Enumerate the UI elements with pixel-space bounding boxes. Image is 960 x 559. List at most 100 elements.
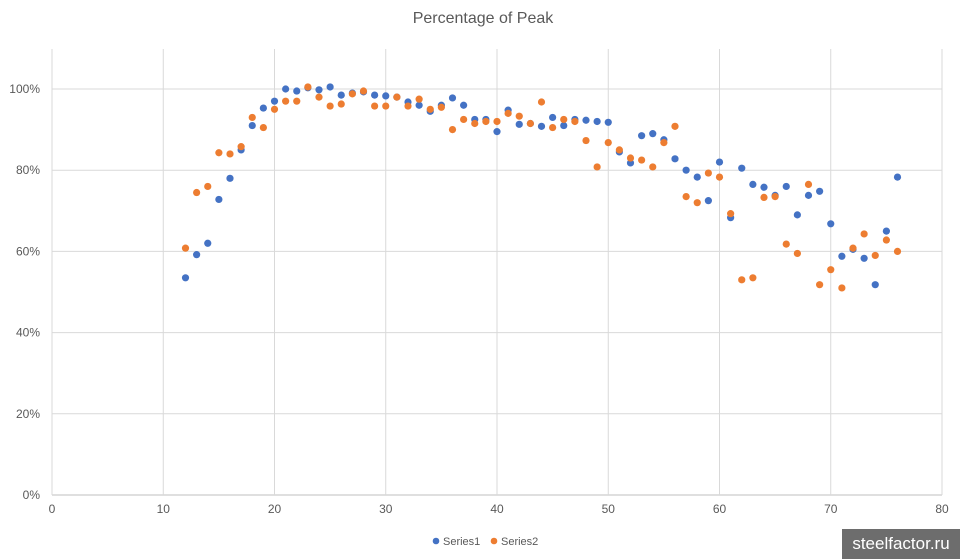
data-point [248, 113, 256, 122]
watermark: steelfactor.ru [842, 529, 960, 559]
data-point [704, 169, 712, 177]
data-point [359, 87, 368, 95]
data-point [348, 90, 356, 98]
x-tick-label: 50 [602, 502, 616, 516]
data-point [604, 118, 612, 126]
data-point [682, 192, 690, 201]
data-point [204, 239, 212, 247]
data-point [326, 102, 334, 110]
data-point [838, 252, 846, 260]
data-point [315, 86, 323, 94]
data-point [259, 104, 267, 112]
data-point [493, 128, 501, 136]
data-point [181, 274, 190, 282]
x-tick-label: 30 [379, 502, 393, 516]
data-point [871, 251, 879, 260]
data-point [816, 187, 824, 195]
y-tick-label: 0% [23, 488, 41, 502]
data-point [437, 103, 445, 111]
y-tick-label: 20% [16, 407, 40, 421]
data-point [560, 121, 568, 130]
data-point [204, 182, 212, 191]
legend-marker [490, 537, 498, 545]
x-tick-label: 40 [490, 502, 504, 516]
data-point [504, 109, 512, 117]
legend-label: Series2 [501, 536, 538, 548]
data-point [404, 102, 412, 110]
data-point [738, 276, 746, 284]
data-point [827, 266, 835, 274]
data-point [259, 123, 267, 132]
data-point [893, 247, 902, 255]
data-point [337, 100, 345, 108]
x-tick-label: 20 [268, 502, 282, 516]
data-point [537, 98, 546, 106]
data-point [593, 163, 601, 171]
data-point [715, 173, 724, 181]
gridlines [51, 49, 943, 496]
data-point [638, 132, 646, 140]
x-axis-tick-labels: 0 10 20 30 40 50 60 70 80 [49, 502, 949, 516]
data-point [482, 117, 490, 126]
data-point [793, 211, 801, 219]
data-point [315, 93, 323, 101]
data-point [738, 164, 746, 172]
data-point [515, 120, 523, 128]
data-point [882, 236, 890, 244]
data-point [649, 163, 657, 171]
data-point [838, 284, 846, 292]
data-point [793, 249, 801, 258]
data-point [649, 130, 657, 138]
y-tick-label: 100% [9, 82, 40, 96]
y-tick-label: 60% [16, 244, 40, 258]
data-point [549, 113, 557, 122]
data-point [448, 126, 457, 134]
data-point [382, 102, 390, 110]
y-tick-label: 40% [16, 326, 40, 340]
y-axis-tick-labels: 0% 20% 40% 60% 80% 100% [9, 82, 40, 502]
data-point [326, 83, 334, 91]
data-point [860, 230, 868, 238]
data-point [215, 195, 223, 204]
x-tick-label: 80 [935, 502, 949, 516]
data-point [304, 83, 312, 91]
data-point [760, 193, 768, 202]
data-point [193, 251, 201, 259]
x-tick-label: 70 [824, 502, 838, 516]
data-point [181, 244, 190, 252]
data-point [460, 101, 468, 109]
data-point [193, 188, 201, 197]
data-point [371, 91, 379, 99]
data-point [782, 240, 790, 248]
x-tick-label: 10 [157, 502, 171, 516]
series-1-points [181, 83, 902, 289]
data-point [582, 116, 590, 124]
legend-marker [432, 537, 440, 545]
data-point [727, 210, 735, 218]
data-point [282, 85, 290, 93]
data-point [293, 87, 301, 95]
data-point [560, 115, 568, 124]
data-point [638, 156, 646, 164]
data-point [671, 122, 679, 130]
chart-title: Percentage of Peak [413, 10, 555, 27]
data-point [549, 123, 557, 132]
data-point [849, 244, 857, 252]
data-point [237, 143, 245, 151]
data-point [371, 102, 379, 110]
data-point [526, 119, 534, 128]
data-point [615, 146, 623, 154]
data-point [804, 180, 813, 189]
data-point [893, 173, 902, 181]
data-point [749, 180, 757, 189]
data-point [448, 94, 457, 102]
data-point [582, 136, 590, 145]
data-point [816, 281, 824, 289]
data-point [704, 197, 712, 205]
data-point [604, 138, 612, 147]
data-point [293, 97, 301, 105]
data-point [860, 254, 868, 262]
data-point [215, 149, 223, 157]
legend-item-series-1: Series1 [432, 536, 480, 548]
